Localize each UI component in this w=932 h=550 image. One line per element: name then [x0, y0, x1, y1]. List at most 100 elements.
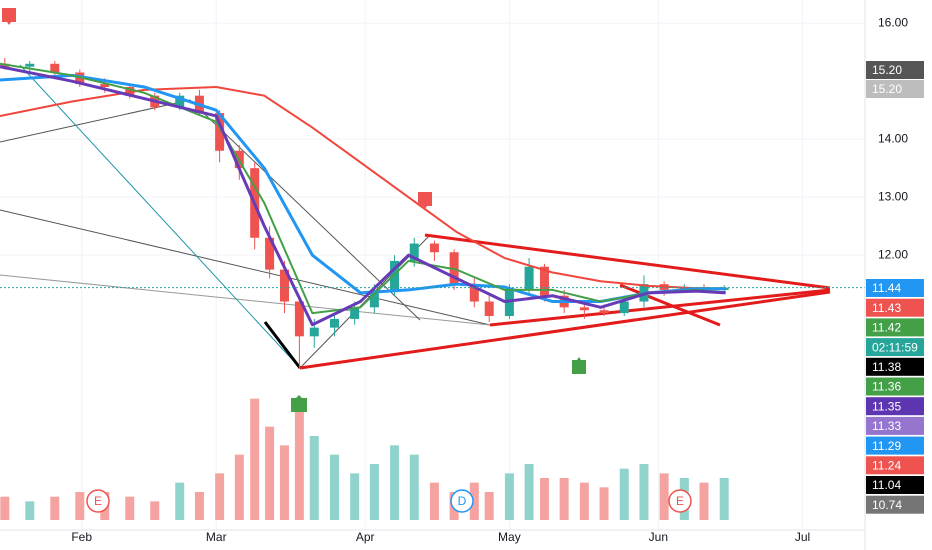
- price-badge-label: 10.74: [872, 498, 902, 512]
- moving-average: [0, 85, 726, 290]
- candle-body: [25, 63, 35, 67]
- volume-bar: [215, 473, 225, 520]
- price-badge: [866, 476, 924, 494]
- markers: [2, 8, 586, 412]
- volume-bar: [639, 464, 649, 520]
- volume-bar: [294, 408, 304, 520]
- price-badge: [866, 338, 924, 357]
- candle-body: [409, 243, 419, 261]
- candle-body: [469, 284, 479, 302]
- price-badge-label: 15.20: [872, 63, 902, 77]
- price-badge-label: 11.44: [872, 281, 901, 295]
- y-tick-label: 13.00: [878, 189, 908, 203]
- volume-bar: [484, 492, 494, 520]
- volume-bar: [559, 478, 569, 520]
- volume-bar: [429, 482, 439, 520]
- candle-body: [75, 72, 85, 85]
- candle-body: [350, 307, 360, 319]
- volume-bar: [234, 454, 244, 520]
- moving-average: [0, 62, 726, 315]
- volume-bar: [50, 496, 60, 520]
- volume-bar: [619, 468, 629, 520]
- candle-body: [524, 266, 534, 290]
- candle-body: [579, 307, 589, 311]
- volume-bar: [350, 473, 360, 520]
- y-tick-label: 12.00: [878, 247, 908, 261]
- price-badge: [866, 377, 924, 396]
- price-badge-label: 11.24: [872, 458, 901, 472]
- volume-bar: [265, 426, 275, 520]
- volume-bar: [25, 501, 35, 520]
- price-badge-label: 11.38: [872, 360, 901, 374]
- x-tick-label: Jun: [649, 530, 668, 544]
- candle-body: [329, 318, 339, 328]
- trend-lines: [0, 64, 831, 370]
- volume-bar: [409, 454, 419, 520]
- event-label: E: [94, 494, 102, 508]
- price-badge: [866, 397, 924, 416]
- volume-bar: [250, 398, 260, 520]
- price-badge-label: 11.04: [872, 478, 901, 492]
- volume-bar: [309, 436, 319, 520]
- candle-body: [599, 310, 609, 314]
- price-badge: [866, 495, 924, 514]
- volume-bar: [539, 478, 549, 520]
- price-badge-label: 11.42: [872, 321, 901, 335]
- volume-bar: [524, 464, 534, 520]
- candle-body: [484, 301, 494, 317]
- candle-body: [429, 243, 439, 253]
- candle-body: [539, 266, 549, 296]
- volume-bar: [579, 482, 589, 520]
- volume-bar: [469, 482, 479, 520]
- candle-body: [100, 84, 110, 87]
- candle-body: [175, 95, 185, 108]
- price-pane: [0, 57, 865, 369]
- volume-bar: [279, 445, 289, 520]
- volume-bar: [75, 492, 85, 520]
- candle-body: [619, 301, 629, 314]
- price-badge: [866, 456, 924, 475]
- candle-body: [215, 113, 225, 151]
- candle-body: [279, 269, 289, 302]
- candle-body: [50, 63, 60, 73]
- event-label: D: [458, 494, 467, 508]
- volume-bar: [175, 482, 185, 520]
- y-tick-label: 16.00: [878, 15, 908, 29]
- y-tick-label: 14.00: [878, 131, 908, 145]
- price-badge-label: 02:11:59: [872, 340, 918, 354]
- price-badge: [866, 436, 924, 455]
- volume-bar: [390, 445, 400, 520]
- price-badge: [866, 279, 924, 297]
- volume-bar: [369, 464, 379, 520]
- x-tick-label: Jul: [795, 530, 810, 544]
- candle-body: [265, 237, 275, 270]
- price-badge-label: 11.43: [872, 301, 901, 315]
- volume-bar: [659, 473, 669, 520]
- candle-body: [504, 289, 514, 317]
- candle-body: [369, 289, 379, 308]
- event-label: E: [676, 494, 684, 508]
- volume-bar: [719, 478, 729, 520]
- volume-bar: [699, 482, 709, 520]
- volume-bar: [599, 487, 609, 520]
- volume-bar: [194, 492, 204, 520]
- price-axis: 16.00 14.00 13.00 12.00 Feb Mar Apr May Jun Jul 15…: [71, 15, 924, 544]
- candle-body: [309, 327, 319, 337]
- price-badge: [866, 61, 924, 79]
- price-badge-label: 11.36: [872, 380, 901, 394]
- volume-bar: [0, 496, 10, 520]
- price-badge: [866, 318, 924, 337]
- price-badge-label: 15.20: [872, 82, 902, 96]
- volume-bar: [504, 473, 514, 520]
- price-badge: [866, 357, 924, 376]
- x-tick-label: Mar: [206, 530, 227, 544]
- x-tick-label: May: [498, 530, 521, 544]
- price-badge: [866, 80, 924, 98]
- x-tick-label: Apr: [356, 530, 375, 544]
- volume-bar: [125, 496, 135, 520]
- x-tick-label: Feb: [71, 530, 92, 544]
- candle-body: [294, 301, 304, 337]
- price-badge: [866, 416, 924, 435]
